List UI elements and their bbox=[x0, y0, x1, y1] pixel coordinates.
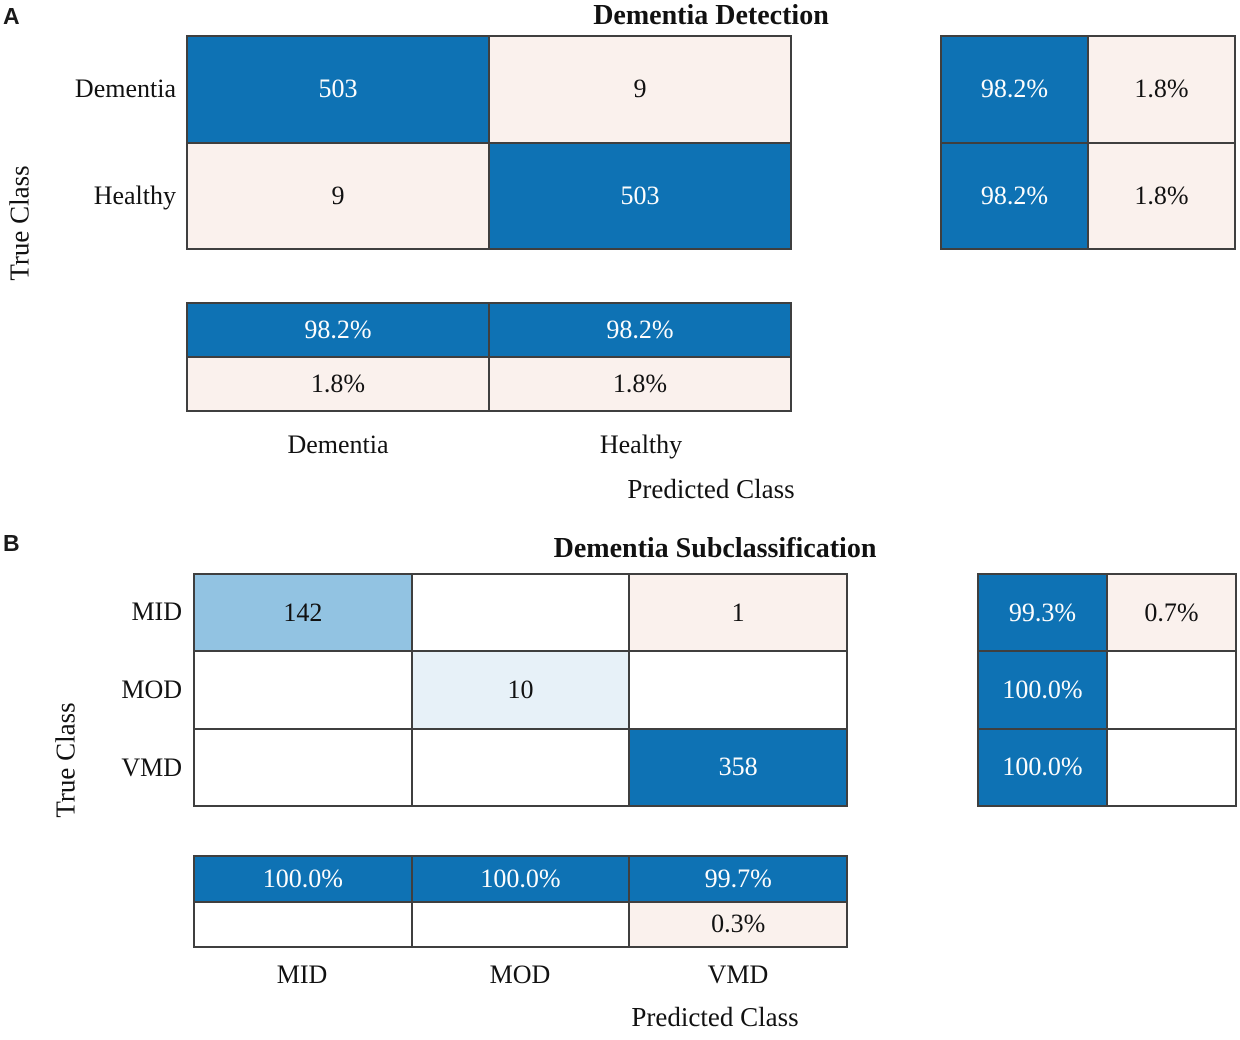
col-summary-a-r0c0: 98.2% bbox=[188, 304, 488, 356]
row-summary-b: 99.3% 0.7% 100.0% 100.0% bbox=[977, 573, 1237, 807]
matrix-a-cell-r0c0: 503 bbox=[188, 37, 488, 142]
matrix-b-cell-r1c0 bbox=[195, 652, 411, 728]
confusion-matrix-b: 142 1 10 358 bbox=[193, 573, 848, 807]
matrix-b-cell-r1c1: 10 bbox=[412, 652, 629, 728]
row-summary-a-r0c1: 1.8% bbox=[1089, 37, 1234, 142]
row-summary-a-r1c0: 98.2% bbox=[942, 143, 1087, 248]
panel-b-title: Dementia Subclassification bbox=[553, 533, 877, 564]
col-label-b-vmd: VMD bbox=[707, 960, 769, 989]
row-summary-a-r1c1: 1.8% bbox=[1089, 143, 1234, 248]
col-summary-b-r0c1: 100.0% bbox=[412, 857, 629, 901]
col-summary-a-r1c0: 1.8% bbox=[188, 358, 488, 410]
y-axis-label-a: True Class bbox=[4, 165, 35, 281]
matrix-b-cell-r0c1 bbox=[412, 575, 629, 651]
matrix-b-cell-r2c1 bbox=[412, 729, 629, 805]
y-axis-label-b: True Class bbox=[50, 702, 81, 818]
matrix-b-cell-r0c2: 1 bbox=[630, 575, 846, 651]
x-axis-label-a: Predicted Class bbox=[627, 474, 795, 504]
col-label-b-mid: MID bbox=[276, 960, 328, 989]
row-label-b-mod: MOD bbox=[121, 675, 182, 704]
x-axis-label-b: Predicted Class bbox=[631, 1002, 799, 1032]
col-summary-b-r1c1 bbox=[412, 902, 629, 946]
row-summary-a: 98.2% 1.8% 98.2% 1.8% bbox=[940, 35, 1236, 250]
col-summary-a-r0c1: 98.2% bbox=[490, 304, 790, 356]
panel-letter-b: B bbox=[3, 530, 20, 556]
matrix-a-cell-r0c1: 9 bbox=[490, 37, 790, 142]
row-summary-b-r2c1 bbox=[1108, 729, 1235, 805]
panel-letter-a: A bbox=[3, 3, 20, 29]
col-label-a-healthy: Healthy bbox=[599, 430, 683, 459]
col-label-a-dementia: Dementia bbox=[287, 430, 389, 459]
column-summary-b: 100.0% 100.0% 99.7% 0.3% bbox=[193, 855, 848, 948]
confusion-matrix-a: 503 9 9 503 bbox=[186, 35, 792, 250]
col-summary-b-r0c2: 99.7% bbox=[630, 857, 846, 901]
row-label-a-healthy: Healthy bbox=[93, 181, 176, 210]
matrix-a-cell-r1c0: 9 bbox=[188, 143, 488, 248]
column-summary-a: 98.2% 98.2% 1.8% 1.8% bbox=[186, 302, 792, 412]
col-summary-b-r1c0 bbox=[195, 902, 411, 946]
col-summary-b-r0c0: 100.0% bbox=[195, 857, 411, 901]
col-summary-a-r1c1: 1.8% bbox=[490, 358, 790, 410]
row-summary-b-r2c0: 100.0% bbox=[979, 729, 1106, 805]
row-summary-b-r1c0: 100.0% bbox=[979, 652, 1106, 728]
row-summary-b-r0c0: 99.3% bbox=[979, 575, 1106, 651]
row-label-b-vmd: VMD bbox=[121, 753, 182, 782]
matrix-b-cell-r0c0: 142 bbox=[195, 575, 411, 651]
row-label-b-mid: MID bbox=[131, 597, 182, 626]
matrix-b-cell-r2c2: 358 bbox=[630, 729, 846, 805]
row-summary-a-r0c0: 98.2% bbox=[942, 37, 1087, 142]
matrix-b-cell-r1c2 bbox=[630, 652, 846, 728]
matrix-a-cell-r1c1: 503 bbox=[490, 143, 790, 248]
panel-a-title: Dementia Detection bbox=[593, 0, 829, 31]
row-summary-b-r0c1: 0.7% bbox=[1108, 575, 1235, 651]
matrix-b-cell-r2c0 bbox=[195, 729, 411, 805]
col-label-b-mod: MOD bbox=[489, 960, 551, 989]
col-summary-b-r1c2: 0.3% bbox=[630, 902, 846, 946]
row-label-a-dementia: Dementia bbox=[74, 74, 176, 103]
row-summary-b-r1c1 bbox=[1108, 652, 1235, 728]
